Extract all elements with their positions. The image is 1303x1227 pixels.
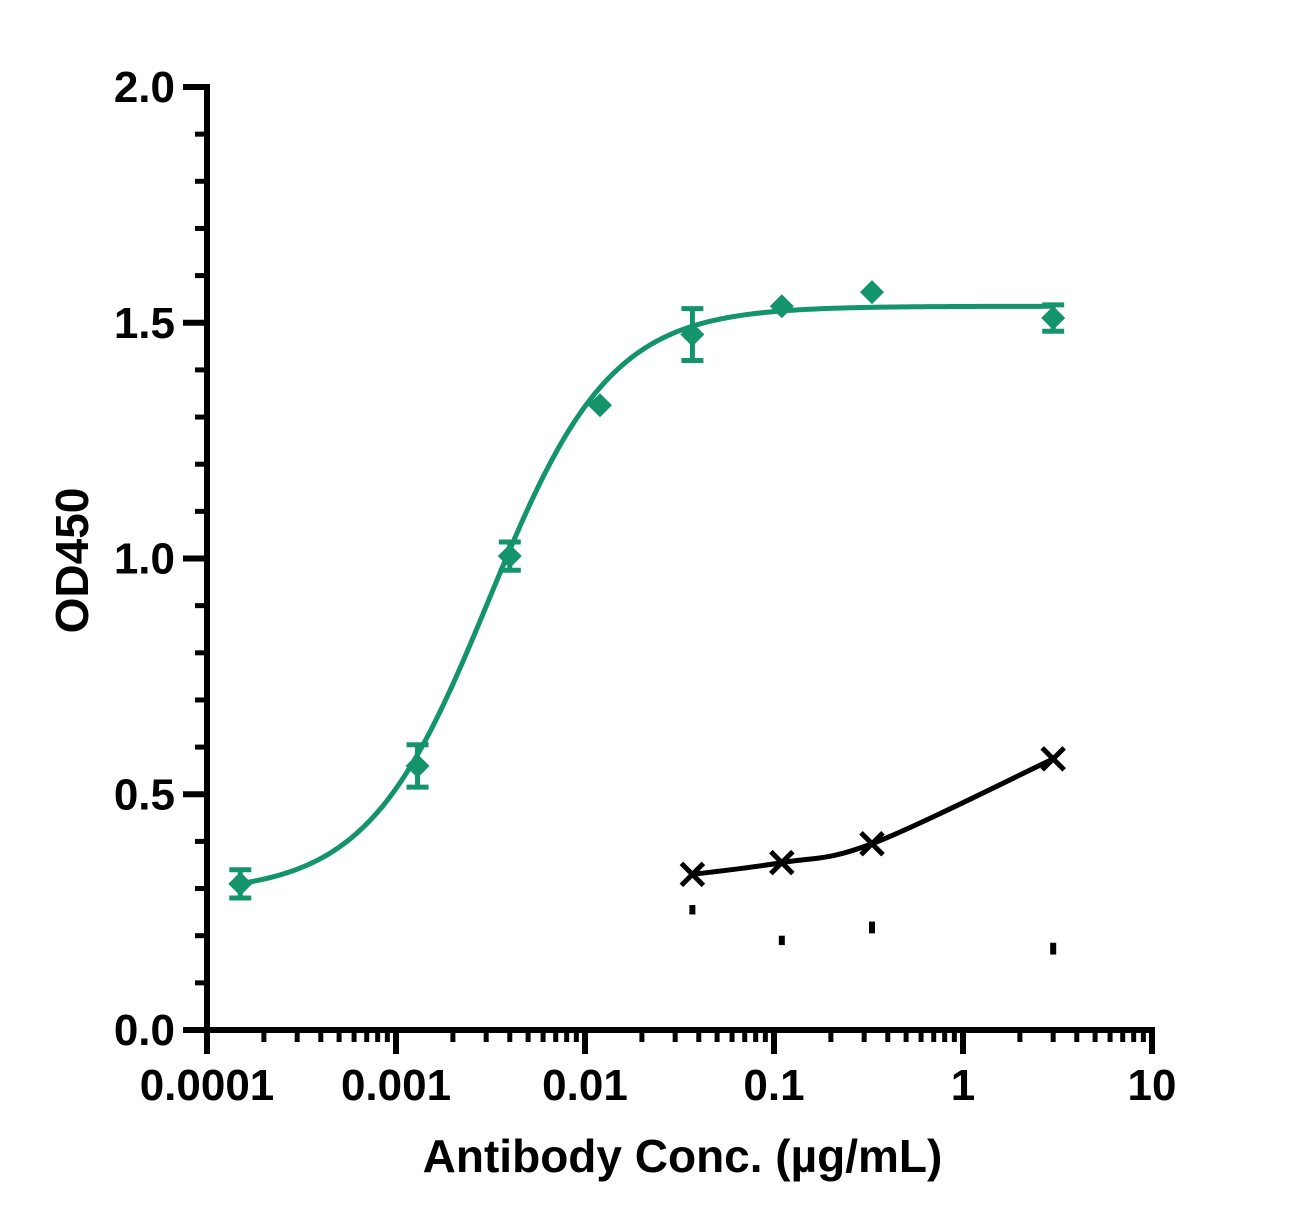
x-tick-label: 0.0001 xyxy=(140,1061,275,1110)
y-tick-label: 1.5 xyxy=(114,299,175,348)
y-tick-label: 0.5 xyxy=(114,770,175,819)
black-point xyxy=(1040,746,1066,772)
x-tick-label: 0.1 xyxy=(743,1061,804,1110)
green-point xyxy=(680,322,705,347)
x-tick-label: 10 xyxy=(1128,1061,1177,1110)
green-point xyxy=(859,280,884,305)
black-point xyxy=(769,849,795,876)
y-tick-label: 0.0 xyxy=(114,1006,175,1055)
green-point xyxy=(405,753,430,778)
y-tick-label: 1.0 xyxy=(114,535,175,584)
green-point xyxy=(497,544,522,569)
series-layer xyxy=(228,280,1066,955)
x-axis-ticks: 0.0001 0.001 0.01 0.1 1 10 xyxy=(140,1030,1177,1110)
x-axis-title: Antibody Conc. (µg/mL) xyxy=(423,1130,943,1182)
black-fit-curve xyxy=(692,756,1055,877)
black-point xyxy=(859,830,885,857)
black-point xyxy=(679,861,706,888)
y-axis-ticks: 0.0 0.5 1.0 1.5 2.0 xyxy=(114,63,207,1055)
green-point xyxy=(228,871,253,896)
green-point xyxy=(587,393,612,418)
x-tick-label: 1 xyxy=(951,1061,975,1110)
series-black xyxy=(679,746,1066,955)
green-fit-curve xyxy=(239,303,1054,887)
y-axis-title: OD450 xyxy=(46,488,98,634)
series-green xyxy=(228,280,1066,901)
x-tick-label: 0.001 xyxy=(341,1061,451,1110)
y-tick-label: 2.0 xyxy=(114,63,175,112)
green-point xyxy=(769,294,794,319)
axes: 0.0 0.5 1.0 1.5 2.0 0.0001 0.001 0.01 0.1 1 10 xyxy=(114,63,1177,1110)
x-tick-label: 0.01 xyxy=(542,1061,628,1110)
green-point xyxy=(1041,306,1066,331)
